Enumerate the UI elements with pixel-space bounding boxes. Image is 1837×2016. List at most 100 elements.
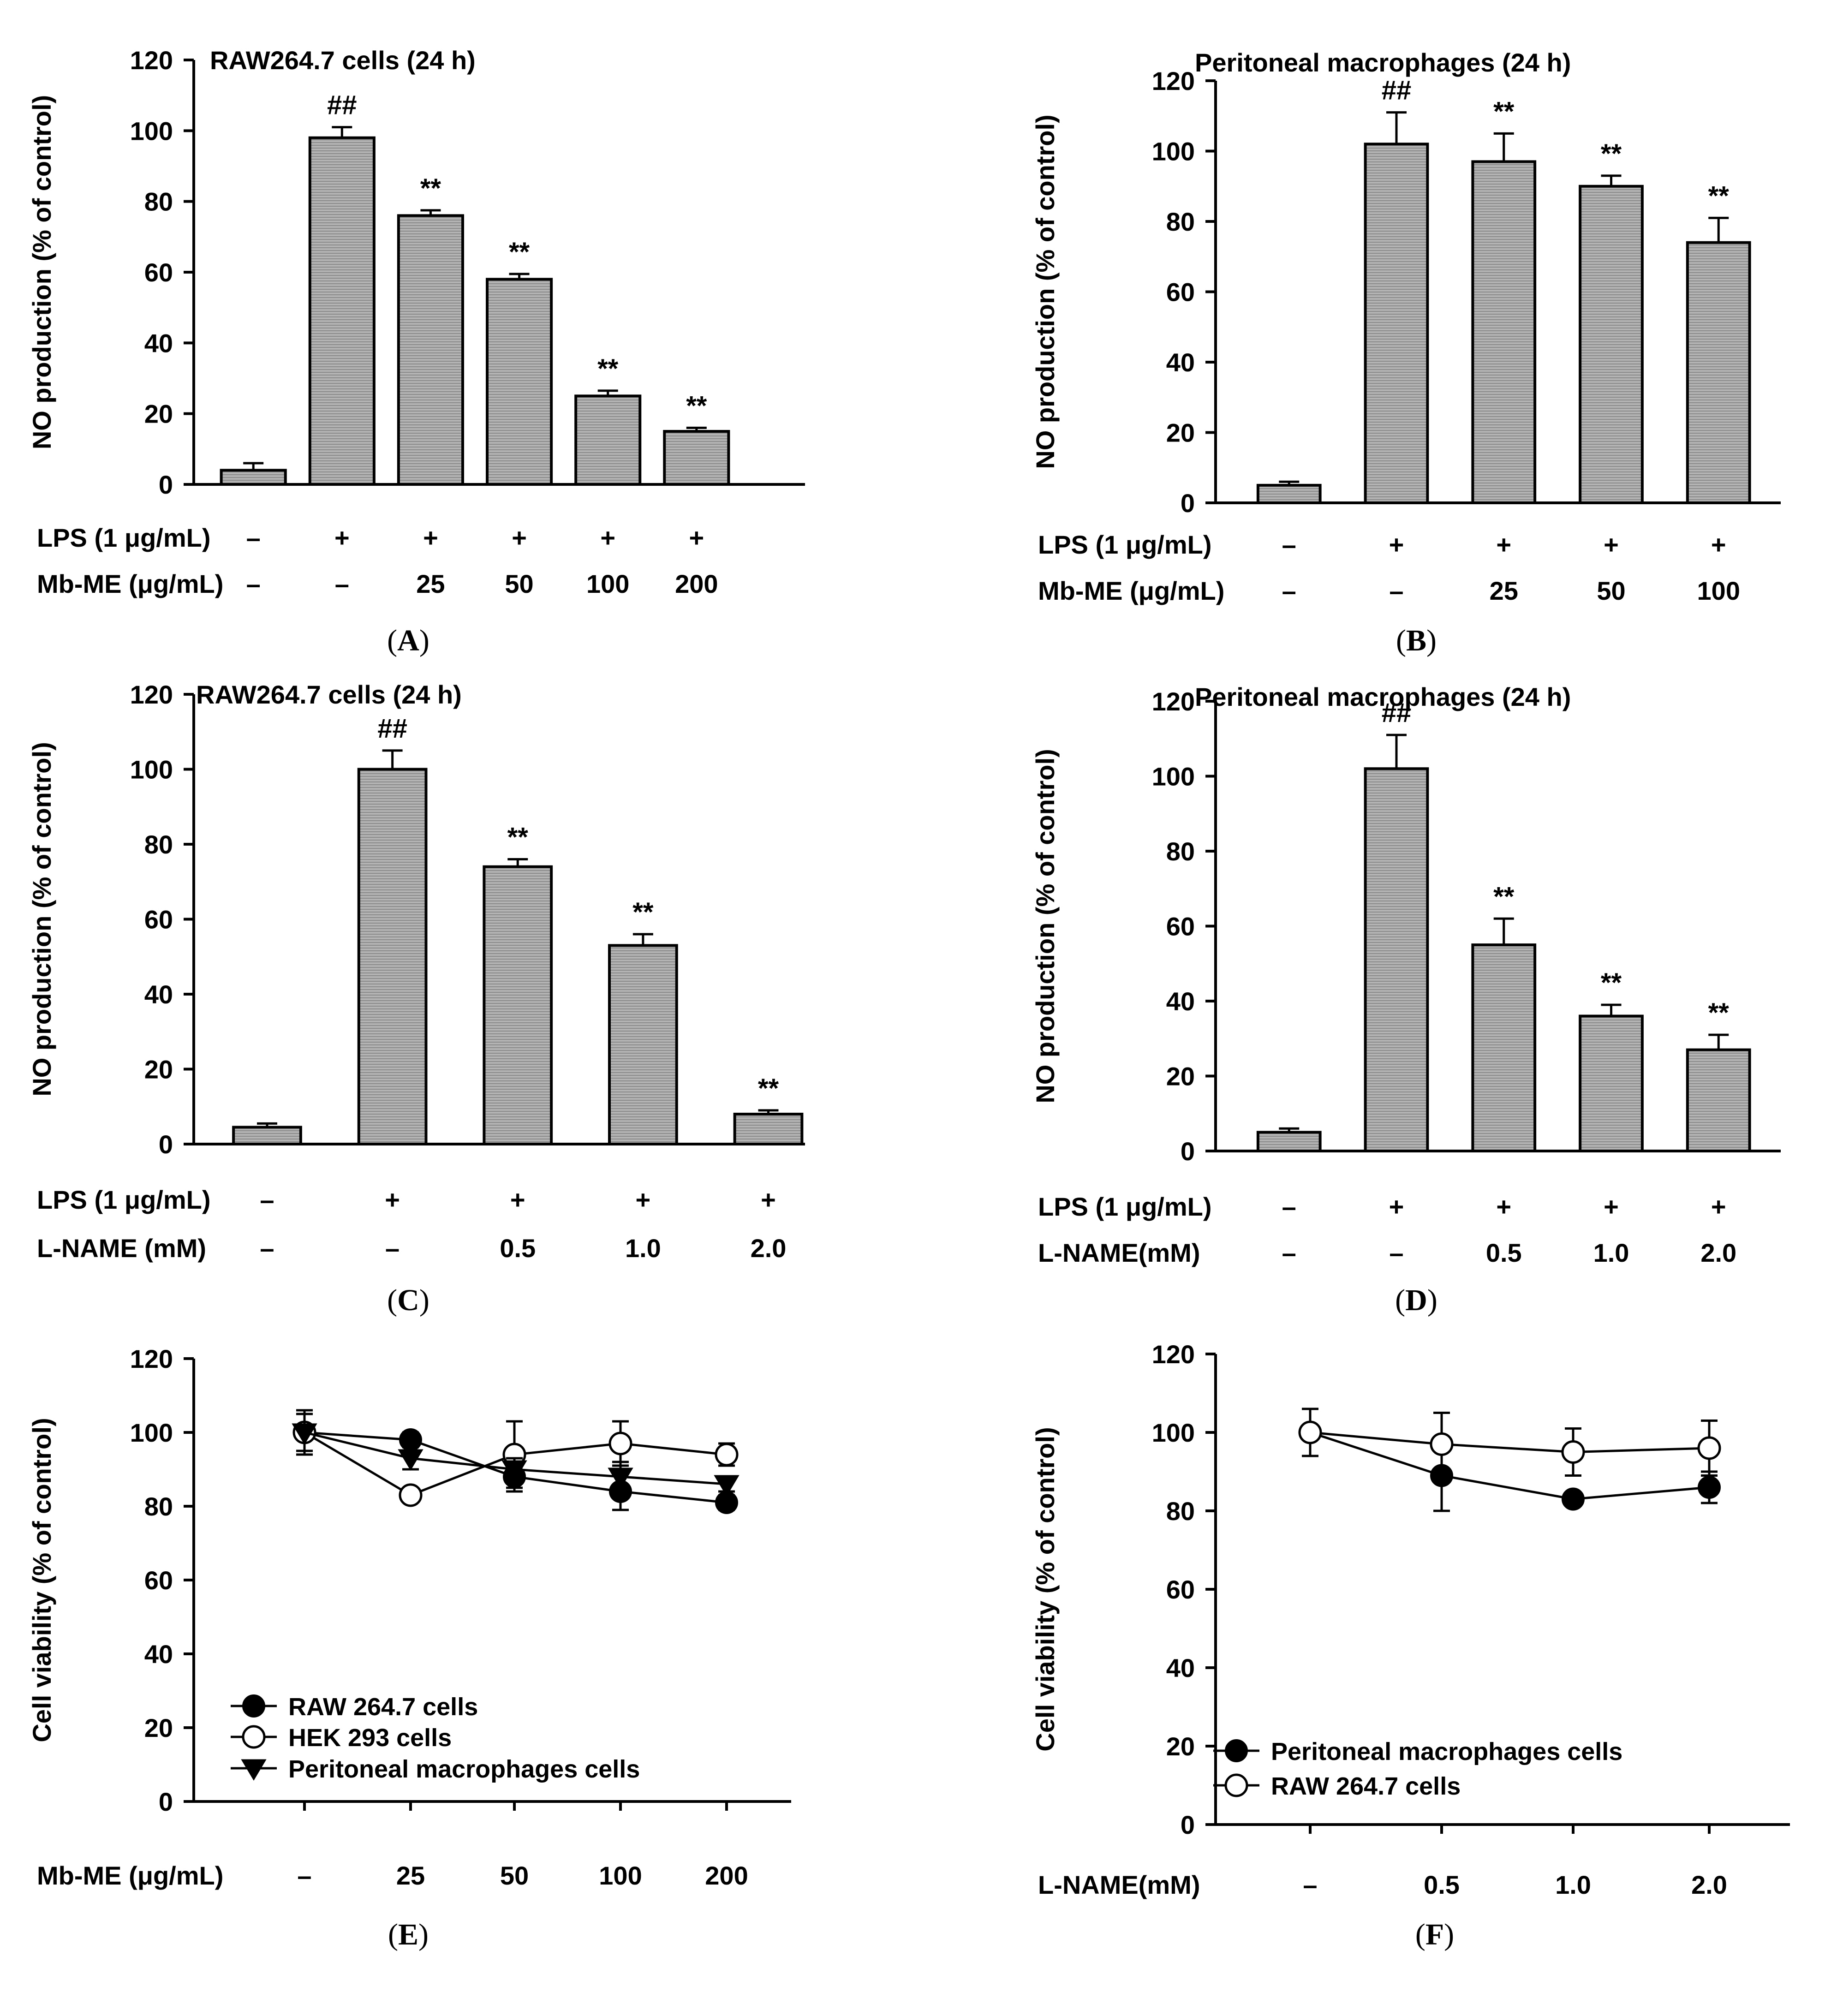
y-tick-label: 80 [144,1492,173,1521]
condition-value: – [385,1234,400,1263]
panel-caption: (C) [387,1283,429,1317]
bar [1364,143,1429,504]
condition-value: 25 [1490,576,1518,605]
panel-caption-letter: B [1406,624,1426,657]
y-tick-label: 0 [159,1130,173,1159]
panel-caption-letter: C [397,1283,419,1317]
x-tick-label: – [1303,1870,1317,1899]
y-axis-label: NO production (% of control) [27,742,56,1096]
condition-label: Mb-ME (μg/mL) [37,569,223,598]
condition-value: 25 [416,569,445,598]
condition-value: – [1389,576,1403,605]
bar [608,944,678,1145]
panel-a: 0 20 40 60 80 100 120 NO production (% of contr… [27,46,805,657]
significance-mark: ** [597,354,619,384]
condition-value: – [1282,1192,1296,1221]
x-tick-label: 50 [500,1861,529,1890]
bar [574,394,642,486]
data-point [608,1431,632,1455]
legend-marker [1224,1773,1248,1797]
y-tick-label: 40 [1166,1653,1195,1682]
condition-value: – [1389,1238,1403,1267]
x-tick-label: 100 [599,1861,642,1890]
significance-mark: ** [1601,968,1622,998]
condition-value: + [761,1185,776,1214]
bar [1471,943,1537,1152]
significance-mark: ** [1708,998,1730,1028]
x-tick-label: – [297,1861,311,1890]
condition-value: – [335,569,349,598]
condition-value: 1.0 [625,1234,661,1263]
y-tick-label: 0 [159,470,173,499]
y-tick-label: 0 [1181,489,1195,518]
data-point [501,1460,527,1482]
bar [220,469,287,486]
bar [357,768,428,1145]
condition-value: + [689,523,704,552]
condition-value: 100 [586,569,629,598]
y-axis-label: NO production (% of control) [1031,114,1060,469]
condition-value: + [385,1185,400,1214]
bar [308,136,376,486]
x-tick-label: 1.0 [1555,1870,1591,1899]
condition-value: 200 [675,569,718,598]
y-tick-label: 100 [130,755,173,784]
condition-value: + [334,523,350,552]
panel-caption: (A) [387,624,429,657]
condition-value: – [246,523,261,552]
condition-value: 1.0 [1593,1238,1629,1267]
condition-value: – [1282,576,1296,605]
y-tick-label: 100 [130,1418,173,1447]
legend: Peritoneal macrophages cells RAW 264.7 ce… [1213,1738,1622,1800]
y-tick-label: 100 [130,116,173,145]
panel-caption-letter: D [1405,1283,1427,1317]
significance-mark: ** [758,1074,779,1103]
x-axis-label: L-NAME(mM) [1038,1870,1200,1899]
bar [397,214,464,486]
bar [1471,160,1537,504]
y-tick-label: 0 [159,1787,173,1816]
series-1 [1299,1408,1721,1512]
x-axis-label: Mb-ME (μg/mL) [37,1861,223,1890]
chart-title: Peritoneal macrophages (24 h) [1195,48,1571,77]
panel-f: 0 20 40 60 80 100 120 Cell viability (% of cont… [1031,1340,1790,1951]
panel-b: 0 20 40 60 80 100 120 NO production (% of contr… [1031,48,1781,657]
bar [663,430,730,486]
significance-mark: ** [1601,139,1622,169]
condition-label: LPS (1 μg/mL) [37,523,211,552]
panel-caption-letter: F [1425,1918,1444,1951]
x-tick-label: 25 [396,1861,425,1890]
y-tick-label: 40 [144,328,173,358]
condition-value: + [600,523,615,552]
bar [1686,241,1751,504]
y-axis-label: NO production (% of control) [1031,749,1060,1103]
y-tick-label: 120 [1152,66,1195,95]
y-tick-label: 40 [1166,987,1195,1016]
y-tick-label: 120 [1152,687,1195,716]
bar [1364,767,1429,1152]
y-axis-label: Cell viability (% of control) [1031,1427,1060,1751]
panel-caption: (E) [388,1918,429,1951]
significance-mark: ** [1493,882,1515,912]
panel-caption-letter: E [398,1918,418,1951]
condition-value: + [512,523,527,552]
legend-marker [1225,1739,1248,1762]
significance-mark: ** [632,897,654,927]
data-point [399,1483,423,1507]
data-point [1561,1440,1585,1464]
data-point [1298,1420,1322,1444]
condition-value: + [1389,530,1404,559]
y-tick-label: 20 [1166,1062,1195,1091]
x-tick-label: 2.0 [1691,1870,1727,1899]
condition-value: + [1389,1192,1404,1221]
significance-mark: ** [1708,181,1730,211]
condition-value: + [1711,1192,1726,1221]
data-point [715,1443,739,1467]
series-line [1310,1431,1710,1501]
y-axis-label: NO production (% of control) [27,95,56,449]
bar [1256,483,1322,504]
data-point [398,1449,423,1471]
y-tick-label: 100 [1152,762,1195,791]
condition-label: LPS (1 μg/mL) [1038,1192,1212,1221]
panel-caption: (F) [1415,1918,1454,1951]
